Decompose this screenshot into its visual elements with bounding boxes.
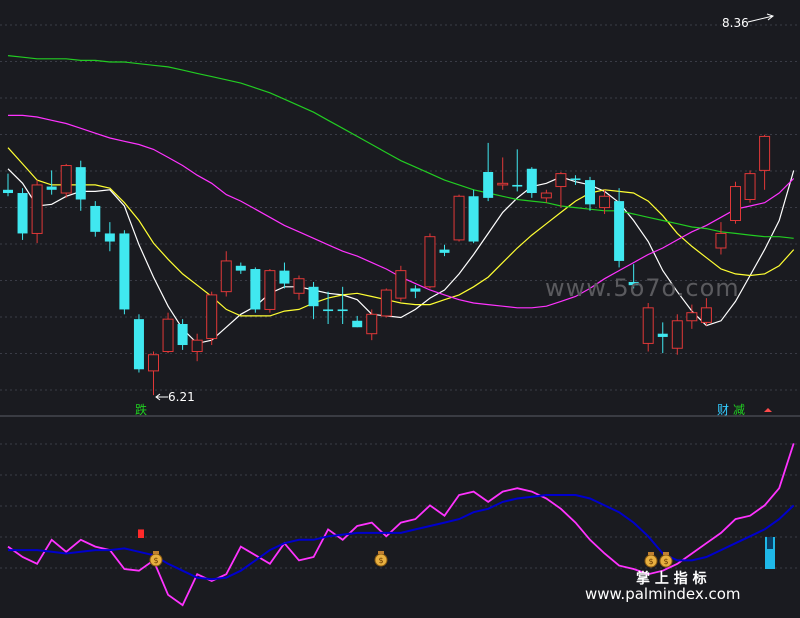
candle-body [424, 236, 436, 288]
candle-body [337, 309, 348, 312]
candle-body [657, 333, 668, 337]
candle-body [614, 201, 625, 261]
money-bag-symbol: $ [153, 556, 158, 565]
candle-body [526, 168, 537, 194]
money-bag-knot [648, 552, 654, 555]
footer-url: www.palmindex.com [585, 585, 741, 603]
ma-line-3 [7, 55, 794, 239]
candle-body [628, 281, 639, 286]
watermark: www.5o7o.com [545, 274, 740, 302]
money-bag-icon: $ [659, 552, 673, 568]
ma-line-0 [7, 168, 795, 345]
candle-body [380, 289, 392, 317]
candle-body [366, 313, 378, 335]
candle-body [395, 270, 407, 299]
candle-body [700, 307, 712, 323]
candle-body [439, 249, 450, 253]
osc-line-1 [8, 494, 795, 581]
candle-body [642, 307, 654, 344]
candle-body [75, 167, 86, 200]
candle-body [235, 265, 246, 271]
low-arrow-head [155, 393, 161, 401]
candle-body [162, 318, 174, 352]
candle-body [323, 309, 334, 312]
high-arrow [747, 15, 774, 23]
candle-body [177, 324, 188, 346]
candle-body [497, 182, 509, 186]
candle-body [512, 184, 523, 187]
candle-body [17, 193, 28, 234]
money-bag-symbol: $ [378, 556, 383, 565]
signal-bar-red [138, 529, 144, 538]
candle-body [468, 196, 479, 242]
candle-body [250, 269, 261, 310]
candle-body [60, 165, 72, 194]
money-bag-symbol: $ [648, 557, 653, 566]
money-bag-knot [663, 552, 669, 555]
candle-body [744, 173, 756, 200]
money-bag-icon: $ [644, 552, 658, 568]
fall-tag: 跌 [135, 403, 148, 417]
money-bag-icon: $ [149, 551, 163, 567]
candle-body [599, 195, 611, 209]
signal-bar-cyan-gap [767, 537, 773, 549]
candle-body [352, 320, 363, 328]
ma-line-1 [7, 147, 795, 317]
candle-body [293, 278, 305, 294]
candle-body [191, 339, 203, 352]
footer-cn: 掌 上 指 标 [636, 571, 707, 587]
candle-body [570, 178, 581, 181]
signal-bar-cyan [765, 537, 775, 569]
osc-line-0 [7, 443, 795, 607]
candle-body [206, 294, 218, 340]
candle-body [686, 312, 698, 322]
candle-body [730, 186, 741, 222]
candle-body [410, 288, 421, 292]
money-bag-symbol: $ [663, 557, 668, 566]
money-bag-icon: $ [374, 551, 388, 567]
candle-body [133, 319, 144, 370]
finance-tag: 财 [717, 403, 730, 417]
candle-body [671, 320, 683, 349]
candle-body [585, 180, 595, 205]
high-price-label: 8.36 [722, 16, 749, 30]
candle-body [279, 270, 290, 284]
candle-body [483, 172, 494, 198]
candle-body [264, 270, 276, 310]
candle-body [540, 192, 552, 199]
candle-body [104, 233, 115, 242]
candle-body [31, 184, 43, 234]
high-arrow-head [766, 13, 775, 21]
up-marker [764, 408, 772, 412]
money-bag-knot [153, 551, 159, 554]
candle-body [3, 189, 13, 194]
candle-body [555, 173, 567, 188]
candle-body [46, 186, 57, 190]
reduce-tag: 减 [733, 403, 746, 417]
candle-body [715, 232, 727, 249]
candle-body [148, 354, 159, 372]
low-price-label: 6.21 [168, 390, 195, 404]
candle-body [119, 233, 130, 310]
candle-body [308, 286, 319, 307]
candle-body [759, 135, 771, 171]
candle-body [453, 195, 465, 241]
candle-body [220, 260, 232, 293]
money-bag-knot [378, 551, 384, 554]
candle-body [90, 205, 101, 232]
